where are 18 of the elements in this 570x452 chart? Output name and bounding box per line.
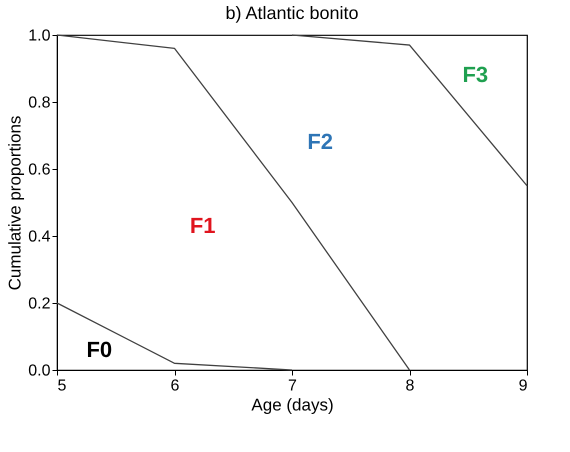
annotation: F2 [307, 129, 334, 154]
x-tick-label: 8 [406, 378, 415, 394]
y-axis-title: Cumulative proportions [5, 116, 24, 290]
y-tick-label: 0.4 [28, 228, 51, 246]
x-tick-label: 7 [288, 378, 298, 394]
annotation: F1 [190, 212, 216, 238]
chart-title: b) Atlantic bonito [225, 3, 359, 23]
x-tick-label: 9 [518, 378, 528, 394]
x-tick-label: 6 [170, 378, 180, 394]
y-tick-label: 0.6 [28, 162, 51, 178]
y-tick-label: 1.0 [28, 28, 51, 44]
y-tick-label: 0.0 [28, 362, 51, 380]
y-tick-label: 0.8 [28, 94, 51, 112]
x-tick-label: 5 [58, 378, 66, 394]
annotation: F0 [86, 336, 112, 362]
annotation: F3 [462, 62, 488, 88]
y-tick-label: 0.2 [28, 296, 51, 312]
x-axis-title: Age (days) [251, 396, 334, 414]
